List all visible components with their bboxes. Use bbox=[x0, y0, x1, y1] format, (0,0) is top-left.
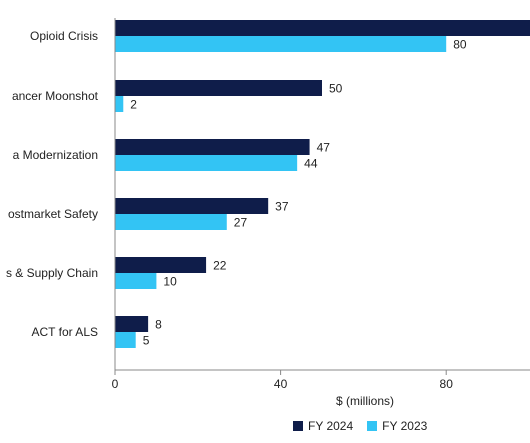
x-tick-label-80: 80 bbox=[440, 377, 454, 391]
category-label-act-for-als: ACT for ALS bbox=[32, 325, 98, 339]
data-label-opioid-crisis-fy2023: 80 bbox=[453, 38, 467, 52]
bar-devices-supply-chain-fy2024 bbox=[115, 257, 207, 273]
legend-label-fy2023: FY 2023 bbox=[382, 419, 428, 433]
data-label-cancer-moonshot-fy2023: 2 bbox=[130, 98, 137, 112]
legend-swatch-fy2024 bbox=[293, 421, 303, 431]
data-label-postmarket-safety-fy2023: 27 bbox=[234, 216, 248, 230]
data-label-postmarket-safety-fy2024: 37 bbox=[275, 200, 289, 214]
category-label-cancer-moonshot: ancer Moonshot bbox=[12, 89, 99, 103]
bar-cancer-moonshot-fy2024 bbox=[115, 80, 322, 96]
data-label-act-for-als-fy2024: 8 bbox=[155, 318, 162, 332]
x-tick-label-40: 40 bbox=[274, 377, 288, 391]
bar-opioid-crisis-fy2023 bbox=[115, 36, 447, 52]
bar-act-for-als-fy2023 bbox=[115, 332, 136, 348]
bar-postmarket-safety-fy2023 bbox=[115, 214, 227, 230]
bar-devices-supply-chain-fy2023 bbox=[115, 273, 157, 289]
data-label-devices-supply-chain-fy2023: 10 bbox=[163, 275, 177, 289]
x-tick-label-0: 0 bbox=[112, 377, 119, 391]
category-label-opioid-crisis: Opioid Crisis bbox=[30, 29, 98, 43]
bar-opioid-crisis-fy2024 bbox=[115, 20, 530, 36]
category-label-data-modernization: a Modernization bbox=[13, 148, 98, 162]
bar-cancer-moonshot-fy2023 bbox=[115, 96, 124, 112]
bar-data-modernization-fy2024 bbox=[115, 139, 310, 155]
legend-swatch-fy2023 bbox=[367, 421, 378, 431]
category-label-devices-supply-chain: s & Supply Chain bbox=[6, 266, 98, 280]
bar-data-modernization-fy2023 bbox=[115, 155, 298, 171]
legend-item-fy2024: FY 2024 bbox=[293, 419, 353, 433]
bar-postmarket-safety-fy2024 bbox=[115, 198, 269, 214]
bar-act-for-als-fy2024 bbox=[115, 316, 149, 332]
data-label-data-modernization-fy2024: 47 bbox=[317, 141, 331, 155]
legend-item-fy2023: FY 2023 bbox=[367, 419, 427, 433]
data-label-cancer-moonshot-fy2024: 50 bbox=[329, 82, 343, 96]
data-label-data-modernization-fy2023: 44 bbox=[304, 157, 318, 171]
x-axis-title: $ (millions) bbox=[336, 394, 394, 408]
legend: FY 2024 FY 2023 bbox=[293, 419, 441, 433]
data-label-devices-supply-chain-fy2024: 22 bbox=[213, 259, 227, 273]
category-label-postmarket-safety: ostmarket Safety bbox=[8, 207, 98, 221]
data-label-act-for-als-fy2023: 5 bbox=[143, 334, 150, 348]
legend-label-fy2024: FY 2024 bbox=[308, 419, 354, 433]
